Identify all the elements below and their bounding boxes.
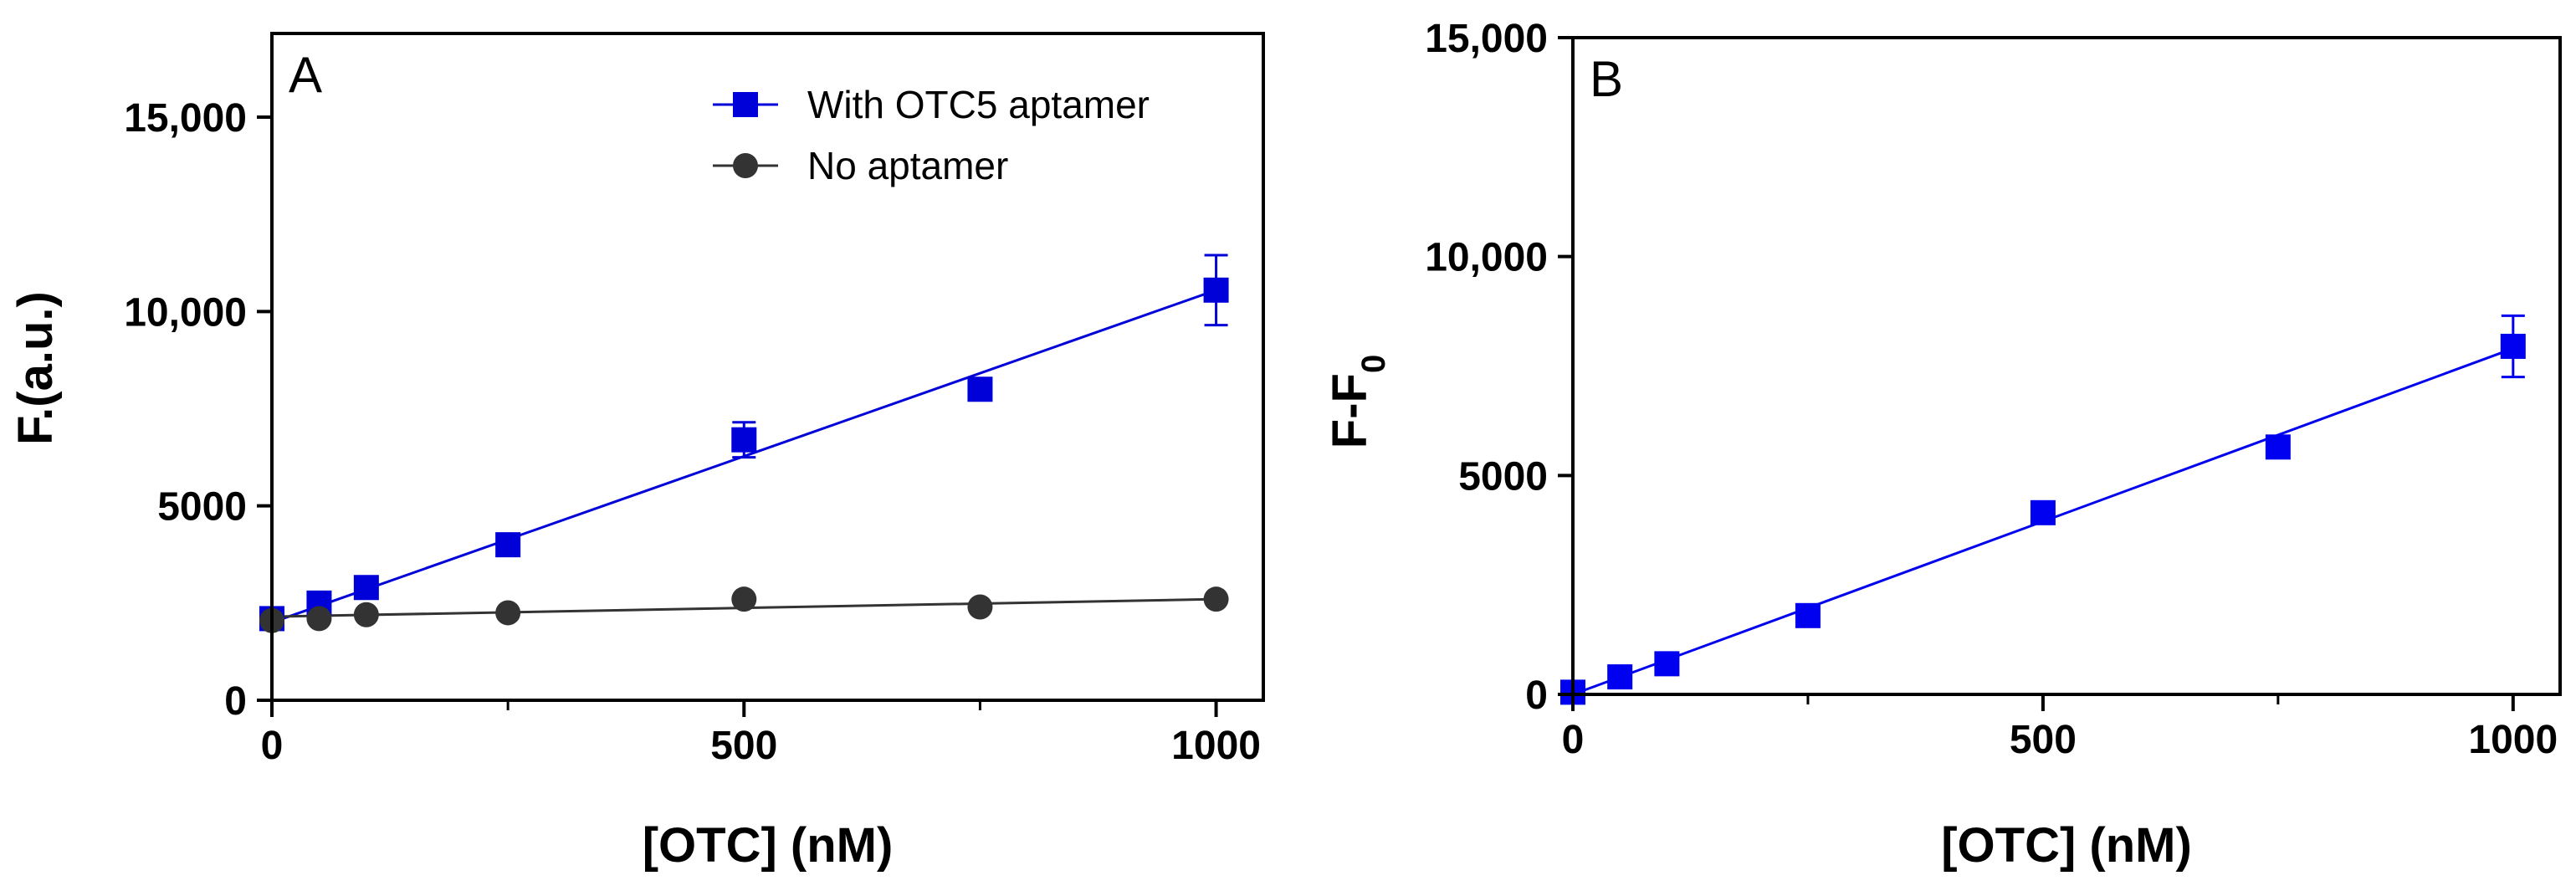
data-point-no-aptamer <box>306 606 332 632</box>
data-point-f-f0 <box>1795 602 1821 628</box>
panel-b-y-axis-title-main: F-F <box>1323 373 1377 448</box>
y-tick-label: 10,000 <box>1425 236 1548 280</box>
panel-b-y-axis-title-subscript: 0 <box>1355 355 1392 373</box>
data-point-f-f0 <box>2030 499 2056 525</box>
data-point-no-aptamer <box>731 586 757 612</box>
x-tick-label: 500 <box>2010 718 2077 762</box>
panel-a: 0 5000 10,000 15,000 0 500 1000 A [OTC] (nM) F… <box>8 32 1265 873</box>
y-tick-label: 10,000 <box>124 290 247 335</box>
data-point-with-otc5-aptamer <box>495 532 521 558</box>
legend-label-with-otc5-aptamer: With OTC5 aptamer <box>807 83 1150 126</box>
panel-b: 0 5000 10,000 15,000 0 500 1000 B [OTC] (nM) F… <box>1323 17 2562 873</box>
legend-marker-circle <box>733 153 758 178</box>
panel-b-label: B <box>1590 51 1623 107</box>
data-point-no-aptamer <box>495 600 521 626</box>
y-tick-label: 5000 <box>157 485 247 530</box>
panel-a-label: A <box>289 47 322 103</box>
data-point-with-otc5-aptamer <box>353 575 379 601</box>
legend-item-no-aptamer: No aptamer <box>713 144 1008 187</box>
x-tick-label: 1000 <box>1171 724 1261 768</box>
panel-a-x-axis-title: [OTC] (nM) <box>643 818 894 873</box>
legend-label-no-aptamer: No aptamer <box>807 144 1008 187</box>
panel-a-frame <box>270 32 1265 702</box>
y-tick-label: 0 <box>224 679 247 724</box>
data-point-with-otc5-aptamer <box>1203 277 1229 303</box>
data-point-no-aptamer <box>967 594 993 620</box>
panel-a-y-axis-title: F.(a.u.) <box>8 291 63 445</box>
panel-b-y-axis-title: F-F0 <box>1323 355 1392 448</box>
y-tick-label: 0 <box>1525 673 1548 718</box>
data-point-with-otc5-aptamer <box>967 376 993 402</box>
panel-a-legend: With OTC5 aptamer No aptamer <box>713 83 1150 187</box>
data-point-f-f0 <box>1607 664 1633 690</box>
x-tick-label: 1000 <box>2468 718 2558 762</box>
legend-marker-square <box>733 92 758 117</box>
y-tick-label: 15,000 <box>1425 17 1548 61</box>
data-point-no-aptamer <box>1203 586 1229 612</box>
legend-item-with-otc5-aptamer: With OTC5 aptamer <box>713 83 1150 126</box>
y-tick-label: 15,000 <box>124 96 247 141</box>
y-tick-label: 5000 <box>1458 454 1548 499</box>
x-tick-label: 0 <box>1562 718 1585 762</box>
data-point-f-f0 <box>2265 434 2291 460</box>
data-point-no-aptamer <box>353 602 379 627</box>
x-tick-label: 500 <box>710 724 777 768</box>
data-point-f-f0 <box>2500 333 2526 359</box>
data-point-with-otc5-aptamer <box>731 427 757 453</box>
x-tick-label: 0 <box>261 724 284 768</box>
data-point-f-f0 <box>1654 651 1680 677</box>
panel-b-x-axis-title: [OTC] (nM) <box>1941 818 2192 873</box>
panel-b-frame <box>1571 36 2562 696</box>
